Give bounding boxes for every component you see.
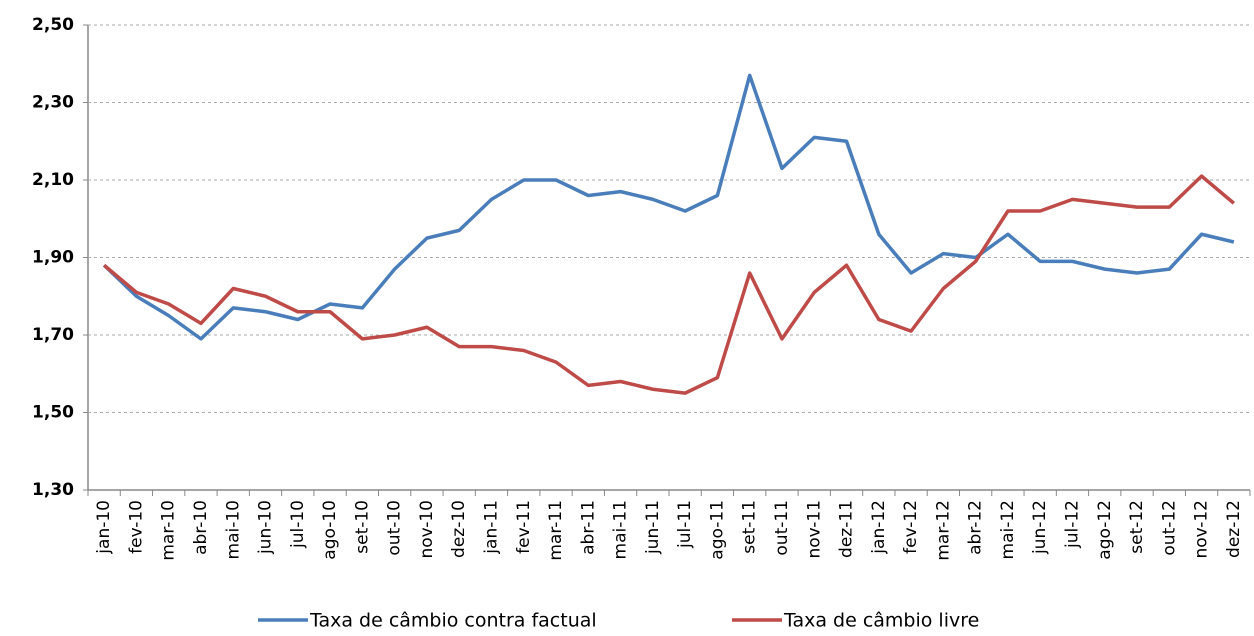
x-tick-label: nov-10 (417, 500, 437, 559)
y-tick-label: 1,70 (32, 325, 74, 345)
y-tick-label: 2,10 (32, 170, 74, 190)
x-tick-label: jun-12 (1030, 500, 1050, 555)
x-tick-label: mar-11 (546, 500, 566, 561)
x-tick-label: jun-11 (643, 500, 663, 555)
y-tick-label: 1,50 (32, 403, 74, 423)
x-tick-label: abr-11 (578, 500, 598, 555)
x-tick-label: nov-12 (1192, 500, 1212, 559)
x-tick-label: ago-10 (320, 500, 340, 560)
x-tick-label: jul-10 (288, 500, 308, 549)
x-tick-label: mai-10 (223, 500, 243, 559)
x-tick-label: dez-10 (449, 500, 469, 558)
x-tick-label: abr-12 (966, 500, 986, 555)
x-tick-label: nov-11 (804, 500, 824, 559)
x-tick-label: ago-12 (1095, 500, 1115, 560)
y-tick-label: 1,90 (32, 248, 74, 268)
x-tick-label: jan-10 (94, 500, 114, 555)
y-tick-label: 2,30 (32, 93, 74, 113)
legend-label: Taxa de câmbio contra factual (309, 610, 597, 632)
x-tick-label: set-11 (740, 500, 760, 554)
y-tick-label: 1,30 (32, 480, 74, 500)
x-tick-label: mai-11 (611, 500, 631, 559)
y-tick-label: 2,50 (32, 15, 74, 35)
x-tick-label: mai-12 (998, 500, 1018, 559)
x-tick-label: out-11 (772, 500, 792, 556)
x-tick-label: fev-10 (126, 500, 146, 554)
legend-label: Taxa de câmbio livre (783, 610, 979, 632)
series-line (102, 73, 1235, 341)
x-tick-label: fev-12 (901, 500, 921, 554)
x-tick-label: out-10 (385, 500, 405, 556)
x-tick-label: mar-10 (159, 500, 179, 561)
x-tick-label: dez-11 (837, 500, 857, 558)
x-tick-label: jan-12 (869, 500, 889, 555)
x-tick-label: out-12 (1159, 500, 1179, 556)
x-tick-label: jul-11 (675, 500, 695, 549)
x-tick-label: ago-11 (707, 500, 727, 560)
x-tick-label: mar-12 (933, 500, 953, 561)
x-tick-label: jan-11 (481, 500, 501, 555)
x-tick-label: abr-10 (191, 500, 211, 555)
x-tick-label: fev-11 (514, 500, 534, 554)
x-tick-label: jun-10 (256, 500, 276, 555)
x-tick-label: set-10 (352, 500, 372, 554)
x-tick-label: dez-12 (1224, 500, 1244, 558)
x-tick-label: jul-12 (1062, 500, 1082, 549)
legend: Taxa de câmbio contra factual Taxa de câm… (258, 610, 979, 632)
x-tick-label: set-12 (1127, 500, 1147, 554)
series-line (103, 174, 1235, 395)
